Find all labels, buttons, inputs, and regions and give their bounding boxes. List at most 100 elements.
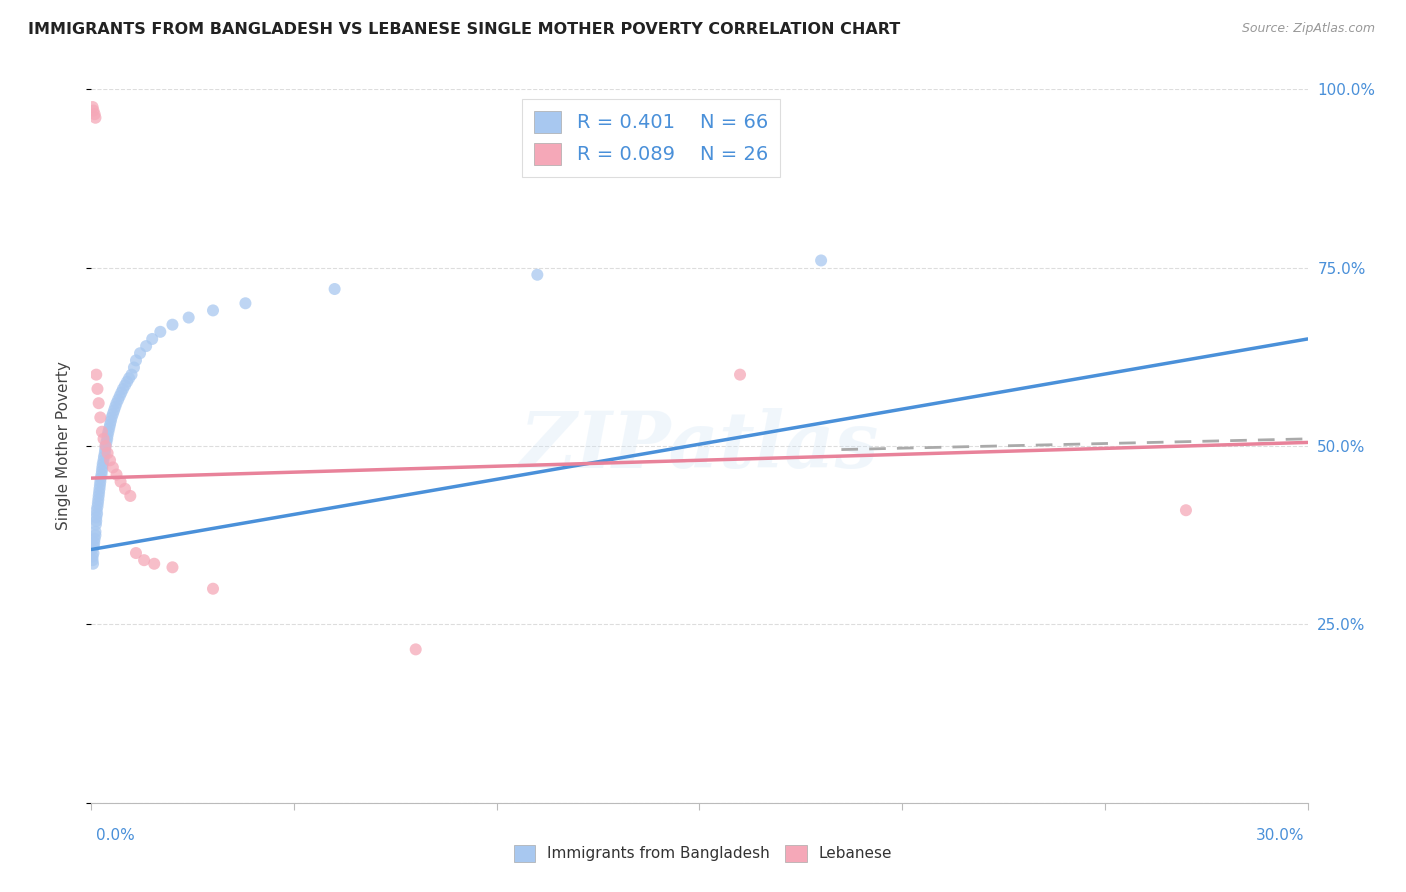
Point: [97, 446, 120, 460]
Point: [86, 507, 108, 521]
Point: [125, 353, 148, 368]
Point: [89, 410, 111, 425]
Point: [89, 478, 111, 492]
Point: [86, 500, 108, 514]
Point: [98, 417, 121, 432]
Point: [323, 282, 346, 296]
Point: [132, 553, 155, 567]
Point: [91, 457, 114, 471]
Point: [84, 528, 107, 542]
Text: Source: ZipAtlas.com: Source: ZipAtlas.com: [1241, 22, 1375, 36]
Legend: R = 0.401    N = 66, R = 0.089    N = 26: R = 0.401 N = 66, R = 0.089 N = 26: [522, 99, 779, 177]
Point: [89, 475, 111, 489]
Point: [105, 396, 128, 410]
Point: [103, 403, 125, 417]
Point: [125, 546, 148, 560]
Text: 0.0%: 0.0%: [96, 829, 135, 843]
Point: [93, 432, 115, 446]
Point: [96, 432, 118, 446]
Point: [90, 467, 112, 482]
Point: [101, 460, 124, 475]
Point: [87, 396, 110, 410]
Point: [83, 107, 105, 121]
Point: [107, 392, 129, 407]
Point: [1175, 503, 1198, 517]
Point: [84, 111, 107, 125]
Point: [87, 485, 110, 500]
Point: [94, 442, 117, 457]
Point: [87, 489, 110, 503]
Point: [86, 503, 108, 517]
Point: [94, 439, 117, 453]
Point: [177, 310, 200, 325]
Point: [98, 421, 121, 435]
Point: [100, 410, 122, 425]
Point: [110, 475, 132, 489]
Point: [97, 428, 120, 442]
Point: [120, 489, 142, 503]
Point: [405, 642, 427, 657]
Point: [162, 560, 184, 574]
Point: [97, 425, 120, 439]
Point: [96, 435, 118, 450]
Point: [89, 482, 111, 496]
Point: [82, 100, 104, 114]
Point: [108, 389, 131, 403]
Point: [83, 539, 105, 553]
Point: [202, 303, 225, 318]
Point: [82, 553, 104, 567]
Point: [93, 450, 115, 464]
Point: [118, 371, 141, 385]
Point: [90, 464, 112, 478]
Point: [84, 517, 107, 532]
Point: [82, 103, 104, 118]
Point: [115, 375, 138, 389]
Point: [87, 496, 110, 510]
Point: [84, 368, 107, 382]
Text: 30.0%: 30.0%: [1257, 829, 1305, 843]
Point: [84, 524, 107, 539]
Legend: Immigrants from Bangladesh, Lebanese: Immigrants from Bangladesh, Lebanese: [508, 838, 898, 868]
Point: [82, 549, 104, 564]
Point: [122, 360, 145, 375]
Point: [101, 407, 124, 421]
Y-axis label: Single Mother Poverty: Single Mother Poverty: [56, 361, 70, 531]
Point: [104, 400, 127, 414]
Text: IMMIGRANTS FROM BANGLADESH VS LEBANESE SINGLE MOTHER POVERTY CORRELATION CHART: IMMIGRANTS FROM BANGLADESH VS LEBANESE S…: [28, 22, 900, 37]
Point: [98, 453, 121, 467]
Point: [86, 382, 108, 396]
Point: [114, 482, 136, 496]
Point: [141, 332, 163, 346]
Point: [143, 557, 166, 571]
Point: [105, 467, 128, 482]
Point: [82, 557, 104, 571]
Point: [728, 368, 751, 382]
Point: [82, 542, 104, 557]
Text: ZIPatlas: ZIPatlas: [520, 408, 879, 484]
Point: [135, 339, 157, 353]
Point: [149, 325, 172, 339]
Point: [90, 425, 112, 439]
Point: [94, 446, 117, 460]
Point: [114, 378, 136, 392]
Point: [93, 453, 115, 467]
Point: [82, 546, 104, 560]
Point: [90, 471, 112, 485]
Point: [84, 510, 107, 524]
Point: [83, 532, 105, 546]
Point: [235, 296, 257, 310]
Point: [121, 368, 143, 382]
Point: [83, 535, 105, 549]
Point: [91, 460, 114, 475]
Point: [129, 346, 152, 360]
Point: [162, 318, 184, 332]
Point: [87, 492, 110, 507]
Point: [84, 514, 107, 528]
Point: [94, 439, 117, 453]
Point: [810, 253, 832, 268]
Point: [202, 582, 225, 596]
Point: [526, 268, 548, 282]
Point: [100, 414, 122, 428]
Point: [111, 382, 134, 396]
Point: [110, 385, 132, 400]
